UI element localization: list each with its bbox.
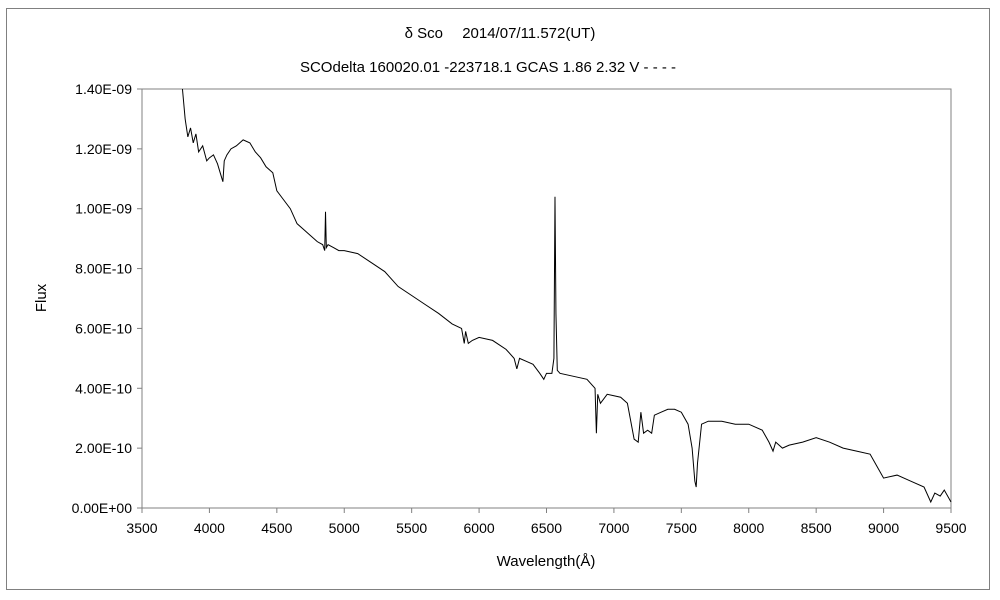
y-tick-label: 6.00E-10 xyxy=(75,320,132,336)
y-axis: 0.00E+00 2.00E-10 4.00E-10 6.00E-10 8.00E-10… xyxy=(72,81,142,516)
x-tick-label: 5500 xyxy=(396,520,427,536)
x-tick-label: 6000 xyxy=(464,520,495,536)
x-tick-label: 9000 xyxy=(868,520,899,536)
y-tick-label: 1.40E-09 xyxy=(75,81,132,97)
x-tick-label: 8500 xyxy=(801,520,832,536)
x-tick-label: 9500 xyxy=(935,520,966,536)
y-tick-label: 1.20E-09 xyxy=(75,141,132,157)
x-tick-label: 4000 xyxy=(194,520,225,536)
x-tick-label: 8000 xyxy=(733,520,764,536)
x-axis: 3500 4000 4500 5000 5500 6000 6500 7000 7500 8000… xyxy=(126,508,967,536)
x-tick-label: 7000 xyxy=(598,520,629,536)
x-tick-label: 6500 xyxy=(531,520,562,536)
x-tick-label: 3500 xyxy=(126,520,157,536)
y-tick-label: 2.00E-10 xyxy=(75,440,132,456)
y-tick-label: 8.00E-10 xyxy=(75,261,132,277)
x-tick-label: 7500 xyxy=(666,520,697,536)
x-tick-label: 5000 xyxy=(329,520,360,536)
y-tick-label: 1.00E-09 xyxy=(75,201,132,217)
x-axis-label: Wavelength(Å) xyxy=(497,553,596,570)
y-tick-label: 0.00E+00 xyxy=(72,500,133,516)
x-tick-label: 4500 xyxy=(261,520,292,536)
spectrum-line xyxy=(181,88,952,504)
chart-subtitle: SCOdelta 160020.01 -223718.1 GCAS 1.86 2… xyxy=(300,59,676,76)
chart-title: δ Sco 2014/07/11.572(UT) xyxy=(405,25,596,42)
y-axis-label: Flux xyxy=(33,283,50,312)
y-tick-label: 4.00E-10 xyxy=(75,380,132,396)
plot-area xyxy=(141,88,952,509)
